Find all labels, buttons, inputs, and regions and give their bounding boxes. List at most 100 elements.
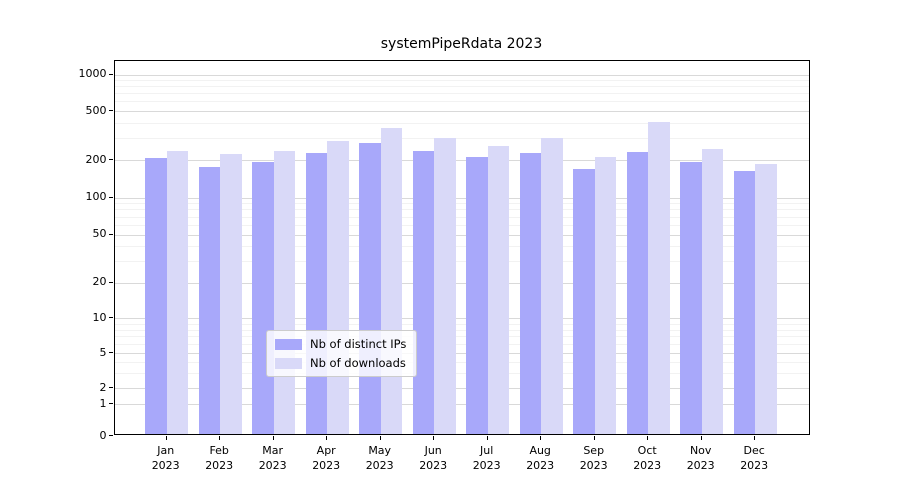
gridline-minor — [114, 80, 809, 82]
gridline-minor — [114, 362, 809, 364]
bar-nb-of-distinct-ips — [412, 150, 435, 434]
y-tick-label: 5 — [99, 345, 107, 359]
bar-nb-of-distinct-ips — [573, 169, 595, 434]
bar-nb-of-distinct-ips — [359, 142, 381, 434]
bar-nb-of-downloads — [166, 150, 189, 434]
gridline-major — [114, 353, 809, 354]
y-tick — [108, 352, 113, 354]
y-tick-label: 50 — [92, 227, 107, 240]
x-tick — [647, 436, 649, 440]
legend-label-downloads: Nb of downloads — [310, 356, 406, 370]
bar-nb-of-downloads — [701, 148, 724, 434]
plot-area — [113, 60, 810, 435]
y-tick-label: 10 — [92, 310, 107, 324]
x-tick — [433, 436, 435, 440]
bar-nb-of-distinct-ips — [626, 151, 649, 434]
bar-nb-of-downloads — [648, 122, 670, 434]
gridline-major — [114, 318, 809, 319]
y-tick — [108, 159, 113, 161]
gridline-major — [114, 160, 809, 161]
bar-nb-of-distinct-ips — [198, 166, 221, 434]
bar-nb-of-downloads — [594, 156, 617, 434]
gridline-minor — [114, 246, 809, 248]
bar-nb-of-downloads — [434, 137, 456, 434]
legend: Nb of distinct IPs Nb of downloads — [266, 330, 418, 377]
x-tick — [326, 436, 328, 440]
x-tick-label: Oct 2023 — [633, 444, 662, 472]
y-tick — [108, 281, 113, 283]
bar-nb-of-downloads — [755, 163, 777, 434]
legend-swatch-distinct-ips — [275, 338, 302, 350]
bar-nb-of-distinct-ips — [680, 162, 702, 434]
gridline-minor — [114, 373, 809, 375]
y-tick — [108, 387, 113, 389]
y-tick-label: 1 — [99, 396, 107, 410]
gridline-major — [114, 282, 809, 284]
gridline-major — [114, 197, 809, 199]
x-tick — [165, 436, 167, 440]
bar-nb-of-distinct-ips — [305, 152, 328, 434]
y-tick-label: 500 — [85, 103, 107, 117]
y-tick — [108, 110, 113, 112]
gridline-minor — [114, 224, 809, 226]
legend-item-downloads: Nb of downloads — [275, 356, 406, 370]
y-tick — [108, 73, 113, 75]
x-tick-label: Mar 2023 — [258, 444, 287, 472]
x-tick — [540, 436, 542, 440]
gridline-minor — [114, 344, 809, 346]
y-tick-label: 0 — [99, 428, 107, 442]
gridline-minor — [114, 86, 809, 88]
bar-nb-of-downloads — [327, 140, 349, 434]
y-tick — [108, 233, 113, 235]
x-tick — [754, 436, 756, 440]
gridline-major — [114, 234, 809, 236]
x-tick-label: Aug 2023 — [526, 444, 555, 472]
bar-nb-of-downloads — [541, 137, 563, 434]
bar-nb-of-distinct-ips — [466, 156, 488, 434]
x-tick-label: Sep 2023 — [579, 444, 608, 472]
bar-nb-of-downloads — [487, 145, 510, 434]
x-tick — [593, 436, 595, 440]
y-tick-label: 100 — [85, 190, 107, 203]
gridline-minor — [114, 138, 809, 140]
gridline-minor — [114, 336, 809, 338]
x-tick — [486, 436, 488, 440]
bar-nb-of-downloads — [273, 150, 296, 434]
gridline-minor — [114, 203, 809, 205]
x-tick — [379, 436, 381, 440]
bar-nb-of-distinct-ips — [145, 158, 167, 434]
gridline-major — [114, 111, 809, 112]
bar-nb-of-distinct-ips — [733, 171, 756, 434]
legend-swatch-downloads — [275, 357, 302, 369]
y-tick-label: 1000 — [78, 67, 107, 80]
gridline-minor — [114, 323, 809, 325]
x-tick-label: Dec 2023 — [740, 444, 769, 472]
gridline-minor — [114, 216, 809, 218]
gridline-major — [114, 388, 809, 389]
bar-nb-of-distinct-ips — [252, 162, 274, 434]
y-tick — [108, 403, 113, 405]
x-tick-label: Jul 2023 — [472, 444, 501, 472]
gridline-minor — [114, 93, 809, 95]
bar-nb-of-downloads — [220, 154, 242, 434]
x-tick-label: May 2023 — [365, 444, 394, 472]
legend-label-distinct-ips: Nb of distinct IPs — [310, 337, 407, 351]
gridline-major — [114, 404, 809, 405]
x-tick — [700, 436, 702, 440]
gridline-major — [114, 74, 809, 76]
x-tick-label: Jan 2023 — [151, 444, 180, 472]
y-tick-label: 200 — [85, 152, 107, 166]
gridline-minor — [114, 101, 809, 103]
gridline-minor — [114, 261, 809, 263]
bar-nb-of-distinct-ips — [519, 153, 542, 434]
y-tick — [108, 196, 113, 198]
chart-title: systemPipeRdata 2023 — [380, 36, 543, 52]
x-tick-label: Jun 2023 — [419, 444, 448, 472]
y-tick — [108, 317, 113, 319]
gridline-minor — [114, 122, 809, 124]
bar-nb-of-downloads — [380, 128, 403, 434]
x-tick — [219, 436, 221, 440]
y-tick — [108, 435, 113, 437]
x-tick-label: Nov 2023 — [686, 444, 715, 472]
